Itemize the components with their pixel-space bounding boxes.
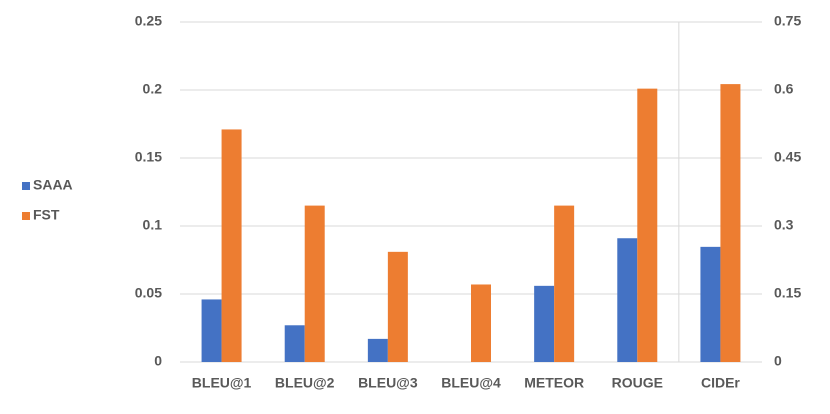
bar [700, 246, 721, 362]
x-tick-label: BLEU@2 [275, 375, 335, 391]
bar [221, 129, 242, 362]
x-tick-label: CIDEr [701, 375, 740, 391]
bar [367, 338, 388, 362]
bar [471, 284, 491, 362]
y2-tick-label: 0.75 [774, 13, 801, 29]
bar [284, 325, 305, 362]
bar [637, 88, 658, 362]
y-tick-label: 0.1 [143, 217, 163, 233]
x-tick-label: ROUGE [612, 375, 663, 391]
bar [554, 205, 575, 362]
y2-tick-label: 0.6 [774, 81, 794, 97]
y-tick-label: 0.15 [135, 149, 162, 165]
y2-tick-label: 0.3 [774, 217, 794, 233]
y-tick-label: 0.2 [143, 81, 163, 97]
y2-tick-label: 0.45 [774, 149, 801, 165]
legend-label: FST [33, 207, 60, 223]
y-tick-label: 0.05 [135, 285, 162, 301]
legend-swatch [22, 212, 30, 220]
bar [720, 84, 741, 363]
bar [617, 238, 638, 362]
legend-label: SAAA [33, 177, 73, 193]
legend-swatch [22, 182, 30, 190]
bar [534, 285, 555, 362]
y-tick-label: 0 [154, 353, 162, 369]
bar [304, 205, 325, 362]
x-tick-label: BLEU@1 [192, 375, 252, 391]
x-tick-label: BLEU@4 [441, 375, 501, 391]
bar [387, 251, 408, 362]
y2-tick-label: 0 [774, 353, 782, 369]
bar [201, 299, 222, 362]
x-tick-label: BLEU@3 [358, 375, 418, 391]
y2-tick-label: 0.15 [774, 285, 801, 301]
y-tick-label: 0.25 [135, 13, 162, 29]
x-tick-label: METEOR [524, 375, 584, 391]
